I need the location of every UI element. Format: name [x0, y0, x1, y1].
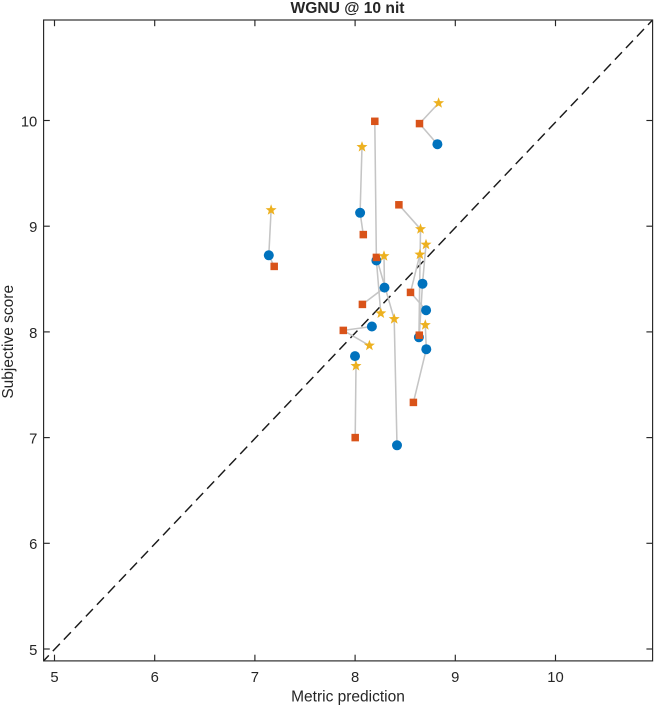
svg-text:7: 7: [29, 432, 37, 448]
svg-text:5: 5: [29, 643, 37, 659]
svg-text:6: 6: [29, 537, 37, 553]
svg-text:10: 10: [547, 670, 563, 686]
svg-text:5: 5: [50, 670, 58, 686]
svg-text:9: 9: [29, 220, 37, 236]
svg-text:8: 8: [351, 670, 359, 686]
svg-text:9: 9: [451, 670, 459, 686]
svg-text:Metric prediction: Metric prediction: [291, 688, 405, 705]
svg-text:WGNU @ 10 nit: WGNU @ 10 nit: [291, 0, 405, 17]
svg-text:Subjective score: Subjective score: [0, 285, 17, 399]
svg-text:6: 6: [151, 670, 159, 686]
svg-text:8: 8: [29, 326, 37, 342]
svg-text:10: 10: [21, 114, 37, 130]
svg-text:7: 7: [251, 670, 259, 686]
